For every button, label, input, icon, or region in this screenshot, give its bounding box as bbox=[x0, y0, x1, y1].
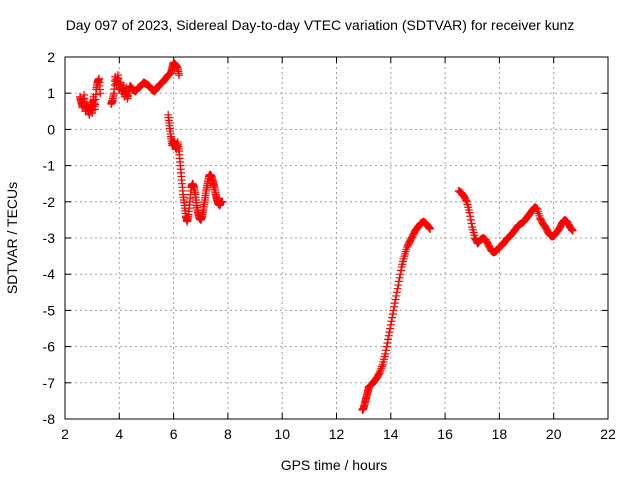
x-axis-label: GPS time / hours bbox=[281, 457, 388, 473]
x-tick-label: 16 bbox=[437, 426, 453, 442]
y-tick-label: -5 bbox=[43, 302, 56, 318]
data-point bbox=[393, 284, 402, 293]
data-point bbox=[387, 317, 396, 326]
data-points bbox=[75, 58, 577, 414]
data-point bbox=[567, 224, 576, 233]
x-tick-label: 8 bbox=[224, 426, 232, 442]
data-point bbox=[383, 338, 392, 347]
x-tick-label: 2 bbox=[61, 426, 69, 442]
x-tick-label: 4 bbox=[115, 426, 123, 442]
data-point bbox=[389, 306, 398, 315]
chart-title: Day 097 of 2023, Sidereal Day-to-day VTE… bbox=[66, 17, 575, 33]
data-point bbox=[388, 313, 397, 322]
data-point bbox=[568, 226, 577, 235]
data-point bbox=[381, 349, 390, 358]
x-tick-label: 14 bbox=[383, 426, 399, 442]
data-point bbox=[426, 224, 435, 233]
data-point bbox=[467, 219, 476, 228]
data-point bbox=[466, 215, 475, 224]
data-point bbox=[394, 277, 403, 286]
y-axis-label: SDTVAR / TECUs bbox=[4, 182, 20, 294]
x-tick-label: 22 bbox=[600, 426, 616, 442]
data-point bbox=[382, 346, 391, 355]
y-tick-label: -8 bbox=[43, 411, 56, 427]
y-tick-label: -3 bbox=[43, 230, 56, 246]
y-tick-label: 0 bbox=[47, 121, 55, 137]
y-tick-label: -1 bbox=[43, 158, 56, 174]
data-point bbox=[377, 364, 386, 373]
data-point bbox=[390, 299, 399, 308]
y-tick-label: -6 bbox=[43, 339, 56, 355]
data-point bbox=[390, 302, 399, 311]
x-tick-label: 10 bbox=[274, 426, 290, 442]
y-tick-label: -7 bbox=[43, 375, 56, 391]
x-tick-label: 18 bbox=[492, 426, 508, 442]
y-axis: -8 -7 -6 -5 -4 -3 -2 -1 0 1 2 bbox=[43, 49, 608, 427]
x-tick-label: 20 bbox=[546, 426, 562, 442]
data-point bbox=[392, 288, 401, 297]
y-tick-label: 2 bbox=[47, 49, 55, 65]
data-point bbox=[396, 266, 405, 275]
data-point bbox=[385, 328, 394, 337]
data-point bbox=[392, 291, 401, 300]
data-point bbox=[375, 367, 384, 376]
data-point bbox=[466, 212, 475, 221]
data-point bbox=[376, 366, 385, 375]
data-point bbox=[395, 273, 404, 282]
data-point bbox=[568, 225, 577, 234]
data-point bbox=[386, 320, 395, 329]
data-point bbox=[218, 197, 227, 206]
x-axis: 2 4 6 8 10 12 14 16 18 20 22 bbox=[61, 57, 616, 442]
data-point bbox=[384, 331, 393, 340]
data-point bbox=[96, 89, 105, 98]
data-point bbox=[382, 342, 391, 351]
data-point bbox=[384, 335, 393, 344]
y-tick-label: -4 bbox=[43, 266, 56, 282]
data-point bbox=[391, 295, 400, 304]
data-point bbox=[396, 270, 405, 279]
y-tick-label: 1 bbox=[47, 85, 55, 101]
data-point bbox=[386, 324, 395, 333]
x-tick-label: 12 bbox=[329, 426, 345, 442]
data-point bbox=[377, 362, 386, 371]
data-point bbox=[465, 208, 474, 217]
data-point bbox=[462, 196, 471, 205]
grid-lines bbox=[65, 57, 608, 419]
data-point bbox=[394, 281, 403, 290]
y-tick-label: -2 bbox=[43, 194, 56, 210]
x-tick-label: 6 bbox=[170, 426, 178, 442]
data-point bbox=[388, 310, 397, 319]
data-point bbox=[175, 71, 184, 80]
